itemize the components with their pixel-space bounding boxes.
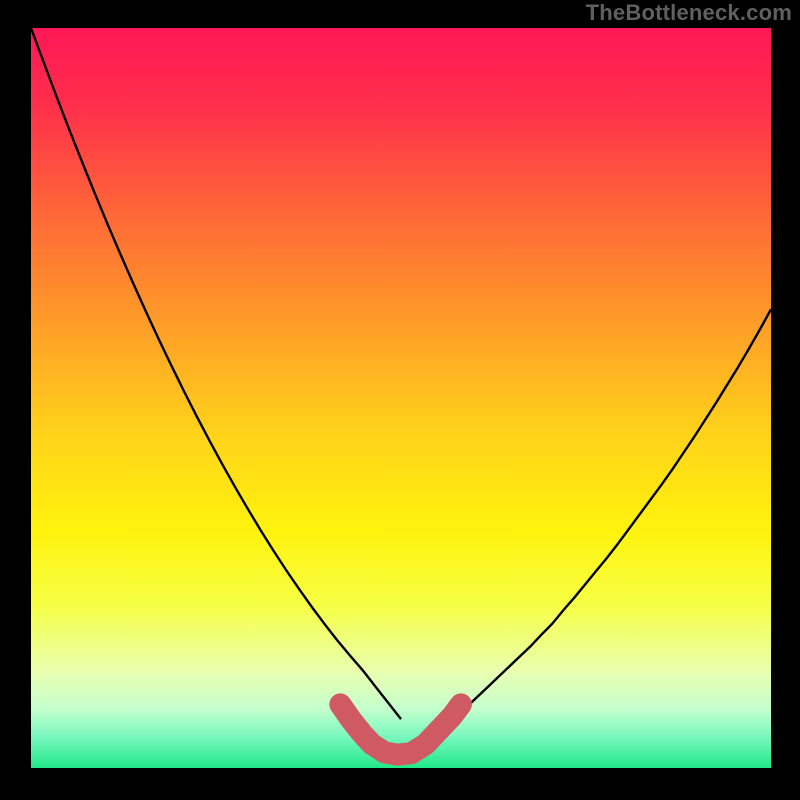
chart-stage: TheBottleneck.com [0,0,800,800]
watermark-text: TheBottleneck.com [586,0,792,26]
chart-background [31,28,771,768]
bottleneck-chart [31,28,771,768]
